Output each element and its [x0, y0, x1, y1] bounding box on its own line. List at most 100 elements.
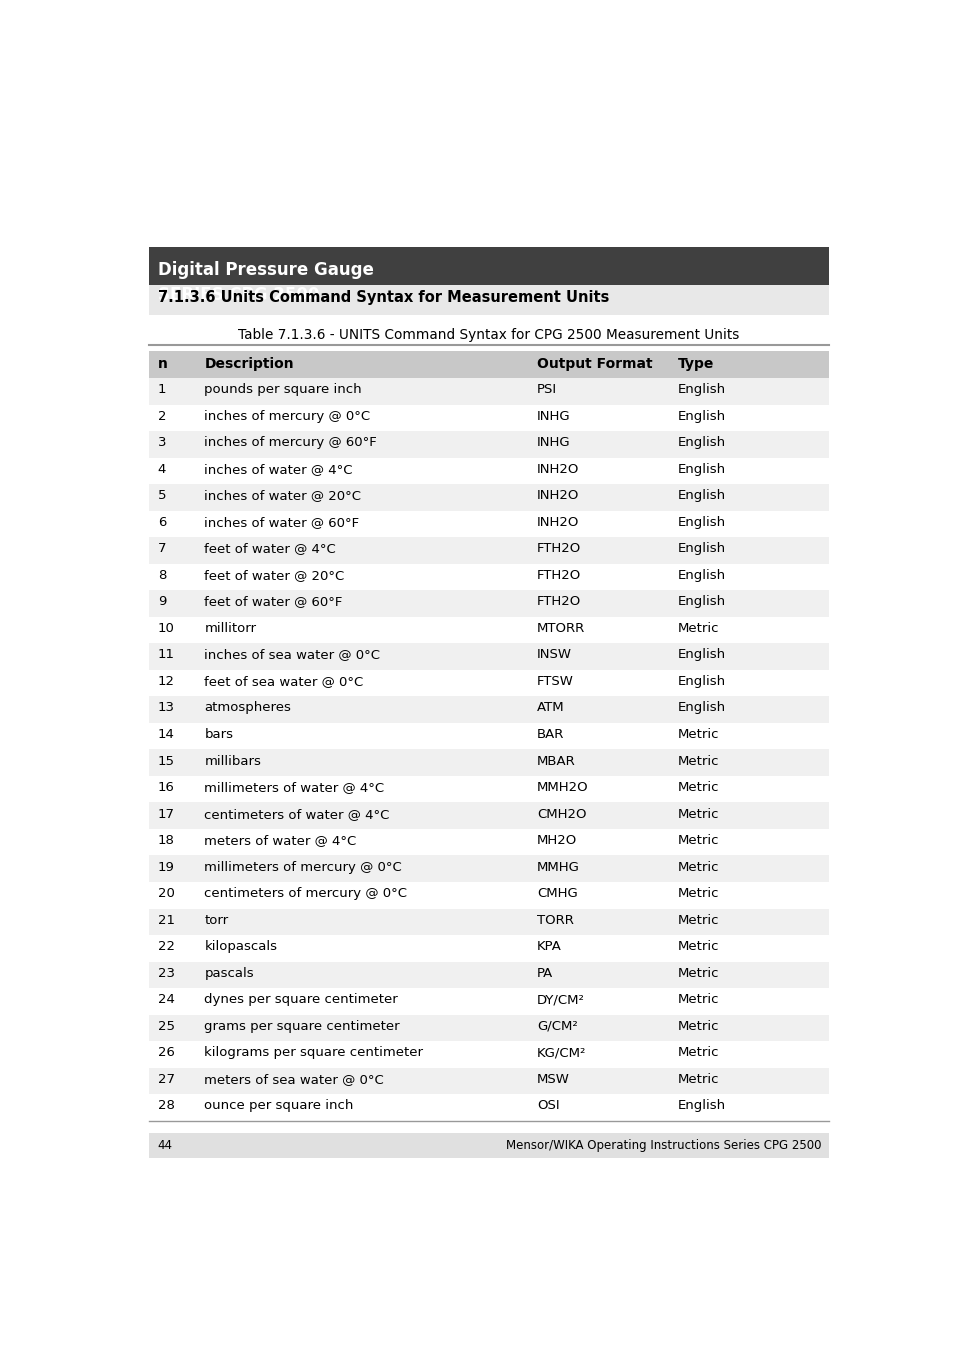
Text: kilograms per square centimeter: kilograms per square centimeter — [204, 1046, 423, 1059]
FancyBboxPatch shape — [149, 882, 828, 908]
Text: 2: 2 — [157, 409, 166, 423]
Text: 28: 28 — [157, 1100, 174, 1112]
Text: millitorr: millitorr — [204, 621, 256, 635]
Text: inches of mercury @ 0°C: inches of mercury @ 0°C — [204, 409, 370, 423]
FancyBboxPatch shape — [149, 458, 828, 484]
Text: 7: 7 — [157, 542, 166, 555]
Text: Metric: Metric — [677, 621, 719, 635]
Text: PSI: PSI — [537, 384, 557, 396]
Text: ATM: ATM — [537, 701, 564, 715]
Text: 20: 20 — [157, 888, 174, 900]
Text: INH2O: INH2O — [537, 489, 578, 503]
Text: pounds per square inch: pounds per square inch — [204, 384, 361, 396]
Text: 44: 44 — [157, 1139, 172, 1151]
Text: DY/CM²: DY/CM² — [537, 993, 584, 1006]
Text: 4: 4 — [157, 463, 166, 476]
Text: English: English — [677, 436, 725, 450]
Text: Output Format: Output Format — [537, 357, 652, 370]
Text: grams per square centimeter: grams per square centimeter — [204, 1020, 399, 1032]
Text: Metric: Metric — [677, 913, 719, 927]
Text: millibars: millibars — [204, 755, 261, 767]
Text: 9: 9 — [157, 596, 166, 608]
Text: millimeters of mercury @ 0°C: millimeters of mercury @ 0°C — [204, 861, 401, 874]
FancyBboxPatch shape — [149, 962, 828, 988]
Text: 7.1.3.6 Units Command Syntax for Measurement Units: 7.1.3.6 Units Command Syntax for Measure… — [157, 290, 608, 305]
Text: inches of water @ 60°F: inches of water @ 60°F — [204, 516, 359, 528]
Text: 25: 25 — [157, 1020, 174, 1032]
FancyBboxPatch shape — [149, 404, 828, 431]
Text: Metric: Metric — [677, 728, 719, 742]
Text: n: n — [157, 357, 168, 370]
Text: CMH2O: CMH2O — [537, 808, 586, 820]
FancyBboxPatch shape — [149, 590, 828, 616]
Text: Metric: Metric — [677, 1046, 719, 1059]
Text: INH2O: INH2O — [537, 463, 578, 476]
Text: millimeters of water @ 4°C: millimeters of water @ 4°C — [204, 781, 384, 794]
Text: INSW: INSW — [537, 648, 572, 662]
Text: Metric: Metric — [677, 967, 719, 979]
Text: KPA: KPA — [537, 940, 561, 954]
Text: Metric: Metric — [677, 993, 719, 1006]
Text: INHG: INHG — [537, 436, 570, 450]
FancyBboxPatch shape — [149, 1042, 828, 1067]
Text: MH2O: MH2O — [537, 834, 577, 847]
Text: Metric: Metric — [677, 1020, 719, 1032]
Text: MTORR: MTORR — [537, 621, 584, 635]
Text: feet of water @ 20°C: feet of water @ 20°C — [204, 569, 344, 582]
FancyBboxPatch shape — [149, 285, 828, 315]
Text: 22: 22 — [157, 940, 174, 954]
Text: English: English — [677, 409, 725, 423]
Text: Metric: Metric — [677, 808, 719, 820]
Text: INH2O: INH2O — [537, 516, 578, 528]
Text: TORR: TORR — [537, 913, 574, 927]
Text: 5: 5 — [157, 489, 166, 503]
Text: centimeters of mercury @ 0°C: centimeters of mercury @ 0°C — [204, 888, 407, 900]
Text: PA: PA — [537, 967, 553, 979]
Text: FTSW: FTSW — [537, 676, 574, 688]
Text: 21: 21 — [157, 913, 174, 927]
Text: 14: 14 — [157, 728, 174, 742]
Text: English: English — [677, 516, 725, 528]
FancyBboxPatch shape — [149, 723, 828, 750]
Text: English: English — [677, 1100, 725, 1112]
Text: pascals: pascals — [204, 967, 253, 979]
Text: BAR: BAR — [537, 728, 564, 742]
Text: MSW: MSW — [537, 1073, 569, 1086]
Text: feet of water @ 60°F: feet of water @ 60°F — [204, 596, 342, 608]
Text: FTH2O: FTH2O — [537, 569, 580, 582]
Text: 17: 17 — [157, 808, 174, 820]
FancyBboxPatch shape — [149, 670, 828, 696]
FancyBboxPatch shape — [149, 484, 828, 511]
Text: Metric: Metric — [677, 834, 719, 847]
Text: 8: 8 — [157, 569, 166, 582]
FancyBboxPatch shape — [149, 351, 828, 378]
Text: 19: 19 — [157, 861, 174, 874]
FancyBboxPatch shape — [149, 696, 828, 723]
FancyBboxPatch shape — [149, 750, 828, 775]
Text: 26: 26 — [157, 1046, 174, 1059]
Text: 11: 11 — [157, 648, 174, 662]
Text: Metric: Metric — [677, 1073, 719, 1086]
FancyBboxPatch shape — [149, 802, 828, 830]
Text: English: English — [677, 701, 725, 715]
Text: 13: 13 — [157, 701, 174, 715]
Text: 23: 23 — [157, 967, 174, 979]
Text: 16: 16 — [157, 781, 174, 794]
Text: 12: 12 — [157, 676, 174, 688]
Text: English: English — [677, 648, 725, 662]
Text: meters of sea water @ 0°C: meters of sea water @ 0°C — [204, 1073, 384, 1086]
FancyBboxPatch shape — [149, 1015, 828, 1042]
Text: English: English — [677, 384, 725, 396]
Text: meters of water @ 4°C: meters of water @ 4°C — [204, 834, 356, 847]
FancyBboxPatch shape — [149, 643, 828, 670]
Text: dynes per square centimeter: dynes per square centimeter — [204, 993, 397, 1006]
Text: G/CM²: G/CM² — [537, 1020, 578, 1032]
Text: inches of mercury @ 60°F: inches of mercury @ 60°F — [204, 436, 376, 450]
Text: 6: 6 — [157, 516, 166, 528]
Text: centimeters of water @ 4°C: centimeters of water @ 4°C — [204, 808, 389, 820]
Text: OSI: OSI — [537, 1100, 559, 1112]
Text: 24: 24 — [157, 993, 174, 1006]
Text: 15: 15 — [157, 755, 174, 767]
FancyBboxPatch shape — [149, 616, 828, 643]
FancyBboxPatch shape — [149, 1067, 828, 1094]
